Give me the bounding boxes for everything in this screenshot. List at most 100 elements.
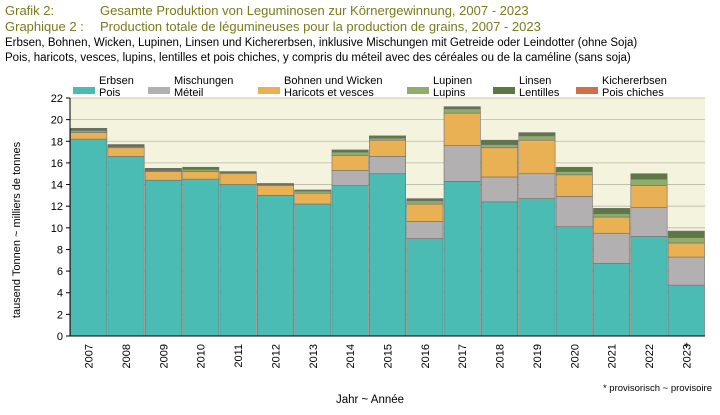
bar-segment bbox=[70, 130, 108, 133]
bar-segment bbox=[630, 236, 668, 337]
bar-segment bbox=[369, 156, 406, 175]
bar-segment bbox=[481, 176, 519, 203]
x-tick-label: 2008 bbox=[121, 344, 133, 368]
subtitle-de: Erbsen, Bohnen, Wicken, Lupinen, Linsen … bbox=[5, 37, 638, 49]
bar-segment bbox=[667, 242, 705, 258]
bar-segment bbox=[182, 169, 220, 172]
bar-segment bbox=[518, 173, 556, 199]
y-tick-label: 22 bbox=[51, 93, 63, 105]
bar-segment bbox=[443, 112, 481, 146]
y-tick-label: 20 bbox=[51, 115, 63, 127]
subtitle-fr: Pois, haricots, vesces, lupins, lentille… bbox=[5, 52, 631, 64]
bar-segment bbox=[481, 147, 519, 178]
legend-label: Pois chiches bbox=[602, 87, 664, 99]
y-tick-label: 12 bbox=[51, 201, 63, 213]
graph-title-fr: Production totale de légumineuses pour l… bbox=[100, 19, 541, 34]
bar-segment bbox=[369, 137, 406, 141]
x-tick-label: 2016 bbox=[420, 344, 432, 368]
legend-swatch bbox=[407, 87, 429, 94]
bar-segment bbox=[593, 263, 631, 337]
legend-label: Bohnen und Wicken bbox=[284, 75, 382, 87]
bar-segment bbox=[667, 237, 705, 244]
bar-segment bbox=[294, 189, 332, 192]
bars bbox=[70, 106, 705, 337]
bar-segment bbox=[518, 132, 556, 137]
bar-segment bbox=[443, 108, 481, 114]
bar-segment bbox=[219, 171, 257, 173]
bar-segment bbox=[555, 174, 593, 197]
bar-segment bbox=[369, 173, 406, 337]
bar-segment bbox=[555, 196, 593, 228]
legend-label: Erbsen bbox=[99, 75, 134, 87]
provisional-mark: * bbox=[684, 341, 689, 353]
bar-segment bbox=[70, 127, 108, 131]
bar-segment bbox=[443, 145, 481, 182]
x-tick-label: 2018 bbox=[495, 344, 507, 368]
bar-segment bbox=[555, 166, 593, 172]
x-tick-label: 2021 bbox=[607, 344, 619, 368]
y-tick-label: 14 bbox=[51, 180, 63, 192]
x-tick-label: 2014 bbox=[345, 344, 357, 368]
graph-title-de: Gesamte Produktion von Leguminosen zur K… bbox=[100, 3, 529, 18]
bar-segment bbox=[667, 230, 705, 238]
bar-segment bbox=[443, 181, 481, 337]
y-tick-label: 18 bbox=[51, 136, 63, 148]
legend-label: Pois bbox=[99, 87, 121, 99]
x-tick-label: 2010 bbox=[196, 344, 208, 368]
bar-segment bbox=[182, 171, 220, 180]
bar-segment bbox=[144, 168, 182, 171]
bar-segment bbox=[107, 156, 145, 337]
legend-swatch bbox=[493, 87, 515, 94]
bar-segment bbox=[555, 171, 593, 176]
bar-segment bbox=[294, 190, 332, 194]
x-tick-label: 2009 bbox=[158, 344, 170, 368]
x-tick-label: 2022 bbox=[644, 344, 656, 368]
legend-label: Kichererbsen bbox=[602, 75, 667, 87]
x-tick-label: 2007 bbox=[84, 344, 96, 368]
bar-segment bbox=[481, 139, 519, 145]
bar-segment bbox=[219, 184, 257, 337]
bar-segment bbox=[182, 166, 220, 170]
graph-label-fr: Graphique 2 : bbox=[5, 19, 84, 34]
bar-segment bbox=[593, 213, 631, 218]
bar-segment bbox=[256, 183, 294, 185]
legend-label: Lentilles bbox=[519, 87, 560, 99]
y-tick-label: 0 bbox=[57, 331, 63, 343]
bar-segment bbox=[107, 147, 145, 157]
bar-segment bbox=[406, 238, 444, 337]
bar-segment bbox=[518, 135, 556, 141]
bar-segment bbox=[630, 173, 668, 180]
bar-segment bbox=[182, 178, 220, 337]
legend-label: Linsen bbox=[519, 75, 551, 87]
legend-swatch bbox=[73, 87, 95, 94]
x-tick-label: 2020 bbox=[569, 344, 581, 368]
bar-segment bbox=[593, 208, 631, 215]
bar-segment bbox=[518, 198, 556, 337]
bar-segment bbox=[144, 171, 182, 181]
x-tick-label: 2019 bbox=[532, 344, 544, 368]
x-tick-label: 2017 bbox=[457, 344, 469, 368]
bar-segment bbox=[555, 226, 593, 337]
bar-segment bbox=[593, 232, 631, 264]
y-tick-label: 16 bbox=[51, 158, 63, 170]
bar-segment bbox=[518, 139, 556, 175]
bar-segment bbox=[70, 138, 108, 337]
legend-label: Lupinen bbox=[433, 75, 472, 87]
x-tick-label: 2011 bbox=[233, 344, 245, 368]
x-tick-label: 2013 bbox=[308, 344, 320, 368]
y-tick-label: 2 bbox=[57, 309, 63, 321]
y-tick-label: 10 bbox=[51, 223, 63, 235]
bar-segment bbox=[256, 185, 294, 196]
header-line-1: Grafik 2: Gesamte Produktion von Legumino… bbox=[5, 3, 529, 18]
bar-segment bbox=[331, 151, 369, 156]
bar-segment bbox=[406, 221, 444, 239]
bar-segment bbox=[630, 206, 668, 237]
legend-label: Méteil bbox=[174, 87, 203, 99]
bar-segment bbox=[107, 144, 145, 147]
bar-segment bbox=[630, 185, 668, 208]
header-line-2: Graphique 2 : Production totale de légumi… bbox=[5, 19, 541, 34]
x-tick-label: 2012 bbox=[270, 344, 282, 368]
legend-swatch bbox=[576, 87, 598, 94]
